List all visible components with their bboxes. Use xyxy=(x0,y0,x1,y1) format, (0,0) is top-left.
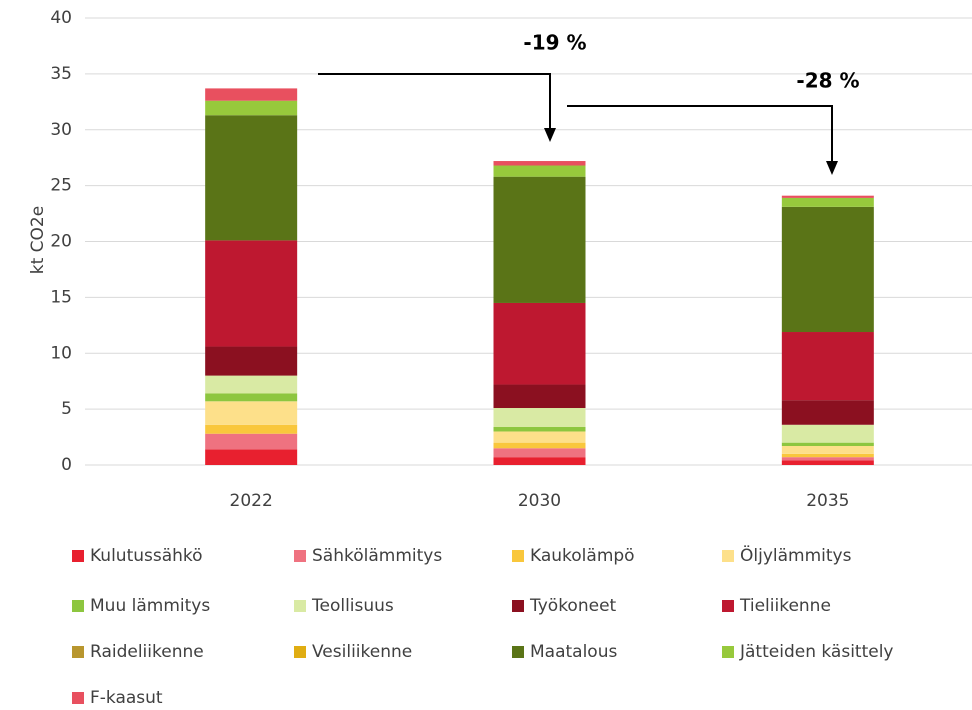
annotation: -28 % xyxy=(796,69,859,93)
bar-segment xyxy=(205,115,298,241)
bar-segment xyxy=(205,401,298,425)
bar-segment xyxy=(781,446,874,454)
bar-segment xyxy=(493,431,586,443)
bar-segment xyxy=(781,460,874,465)
bar-segment xyxy=(493,165,586,177)
bar-segment xyxy=(493,408,586,428)
y-tick-label: 25 xyxy=(50,176,72,196)
legend-label: Työkoneet xyxy=(529,596,617,616)
legend-swatch xyxy=(72,600,84,612)
legend-swatch xyxy=(294,550,306,562)
bar-segment xyxy=(205,375,298,394)
bar-segment xyxy=(205,88,298,101)
bar-segment xyxy=(781,206,874,333)
bar-segment xyxy=(493,161,586,166)
legend-label: Sähkölämmitys xyxy=(312,546,442,566)
bar-segment xyxy=(493,302,586,385)
legend-label: Teollisuus xyxy=(311,596,394,616)
bar-segment xyxy=(781,457,874,461)
bar-segment xyxy=(493,427,586,432)
x-tick-label: 2035 xyxy=(806,491,849,511)
legend-swatch xyxy=(512,646,524,658)
y-tick-label: 15 xyxy=(50,287,72,307)
x-tick-label: 2022 xyxy=(230,491,273,511)
bar-segment xyxy=(205,393,298,402)
bar-segment xyxy=(781,332,874,401)
bar-segment xyxy=(781,453,874,458)
legend-label: F-kaasut xyxy=(90,688,163,708)
legend-label: Öljylämmitys xyxy=(740,544,852,566)
bar-segment xyxy=(493,384,586,409)
legend-swatch xyxy=(72,550,84,562)
legend-label: Kaukolämpö xyxy=(530,546,635,566)
legend-swatch xyxy=(72,646,84,658)
x-tick-label: 2030 xyxy=(518,491,561,511)
bar-segment xyxy=(781,197,874,207)
legend-swatch xyxy=(294,600,306,612)
bar-segment xyxy=(205,346,298,376)
legend-label: Kulutussähkö xyxy=(90,546,203,566)
bar-segment xyxy=(493,457,586,465)
arrow xyxy=(318,73,551,130)
legend-label: Muu lämmitys xyxy=(90,596,210,616)
bar-segment xyxy=(493,448,586,458)
legend-swatch xyxy=(512,550,524,562)
legend-swatch xyxy=(722,646,734,658)
bar-segment xyxy=(205,449,298,465)
bar-segment xyxy=(205,424,298,434)
legend-label: Tieliikenne xyxy=(739,596,831,616)
y-tick-label: 35 xyxy=(50,64,72,84)
bar-segment xyxy=(493,176,586,303)
arrow-head xyxy=(544,128,556,142)
legend-label: Maatalous xyxy=(530,642,617,662)
legend-swatch xyxy=(294,646,306,658)
y-tick-label: 5 xyxy=(61,399,72,419)
y-tick-label: 20 xyxy=(50,232,72,252)
bar-segment xyxy=(493,442,586,449)
annotation-arrows xyxy=(318,73,833,163)
bar-segment xyxy=(781,195,874,198)
bar-segment xyxy=(781,442,874,447)
legend-swatch xyxy=(722,600,734,612)
legend-label: Vesiliikenne xyxy=(312,642,412,662)
bar-segment xyxy=(781,400,874,425)
arrow-head xyxy=(826,161,838,175)
legend-swatch xyxy=(722,550,734,562)
bar-segment xyxy=(205,100,298,116)
y-axis-label: kt CO2e xyxy=(28,206,48,274)
y-tick-label: 30 xyxy=(50,120,72,140)
y-tick-label: 10 xyxy=(50,343,72,363)
bar-segment xyxy=(781,424,874,443)
legend-swatch xyxy=(512,600,524,612)
y-tick-label: 0 xyxy=(61,455,72,475)
legend-label: Raideliikenne xyxy=(90,642,204,662)
annotation: -19 % xyxy=(523,31,586,55)
bar-segment xyxy=(205,240,298,347)
y-tick-label: 40 xyxy=(50,8,72,28)
legend-swatch xyxy=(72,692,84,704)
legend-label: Jätteiden käsittely xyxy=(739,642,894,662)
arrow xyxy=(567,105,833,163)
bar-segment xyxy=(205,433,298,450)
